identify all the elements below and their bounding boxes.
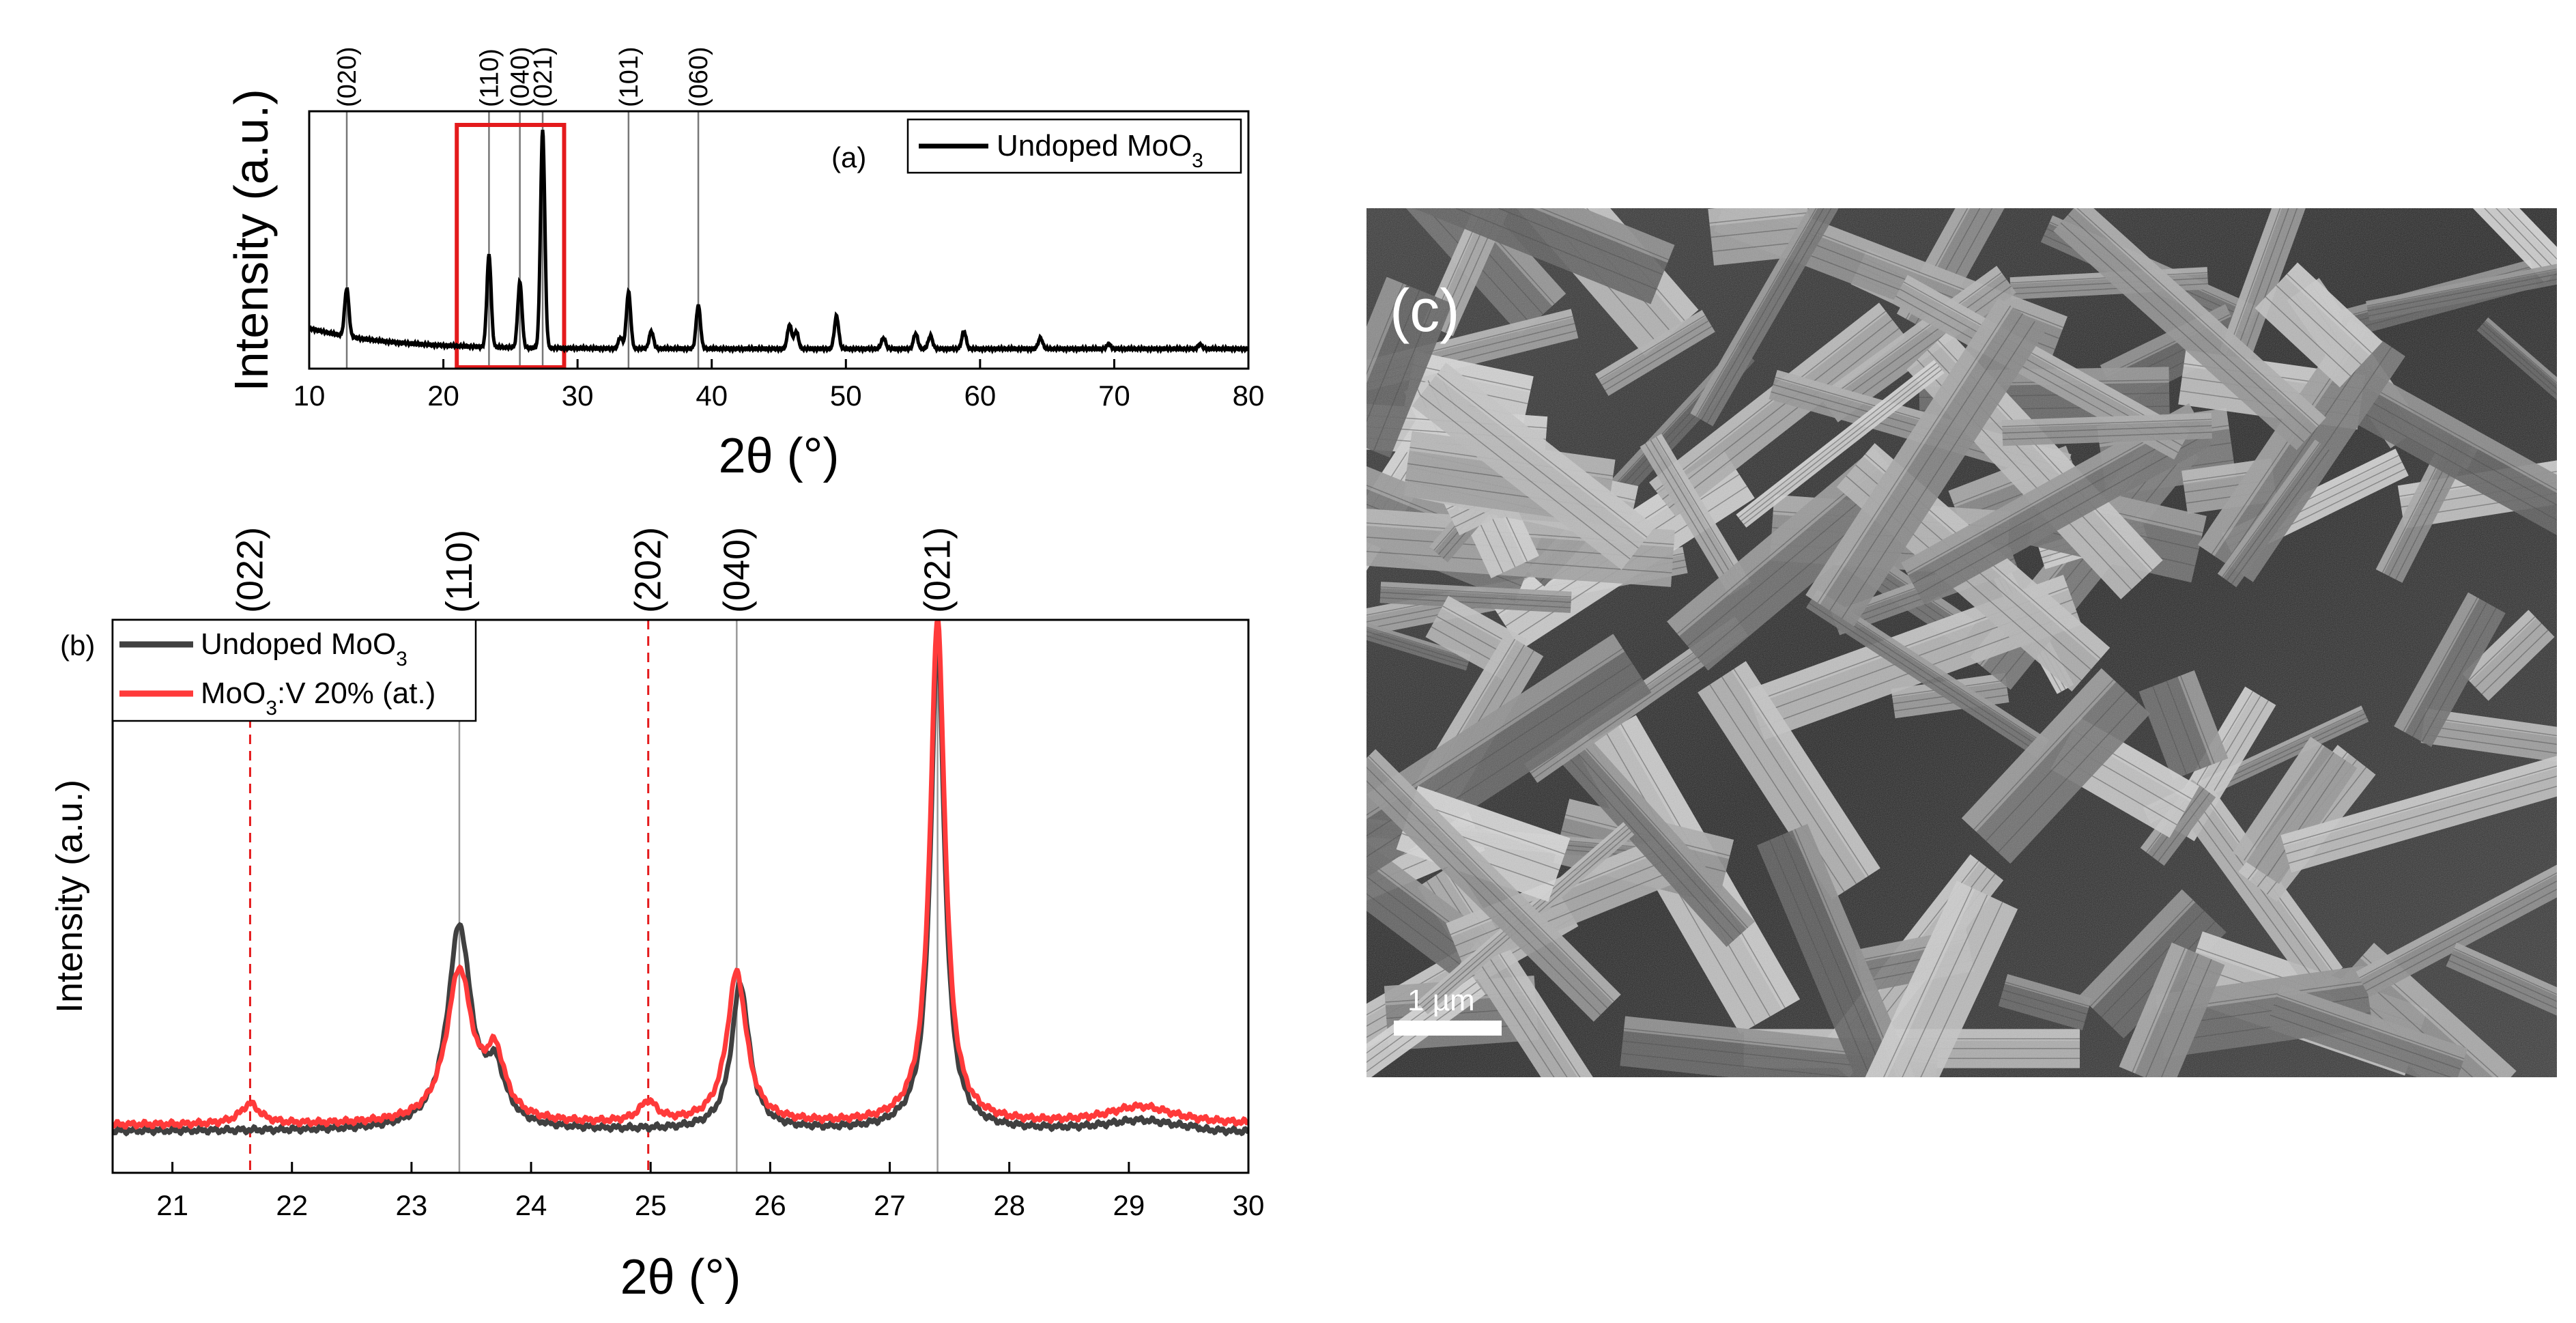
panel-b-tick-label-6: 27 (874, 1189, 906, 1221)
sem-scale-bar-label: 1 µm (1407, 984, 1475, 1017)
panel-a-x-ticks: 10 20 30 40 50 60 70 80 (294, 359, 1265, 412)
panel-b-tick-label-2: 23 (396, 1189, 428, 1221)
panel-b-series-undoped (113, 640, 1248, 1137)
panel-b-legend-undoped-main: Undoped MoO (201, 627, 396, 661)
panel-a-tick-label-4: 50 (830, 380, 862, 412)
panel-a-y-axis-title: Intensity (a.u.) (225, 89, 278, 392)
panel-b-tick-label-9: 30 (1233, 1189, 1265, 1221)
sem-panel-label: (c) (1390, 276, 1460, 344)
panel-a-hkl-label-4: (101) (615, 46, 644, 107)
panel-b-chart: (022) (110) (202) (040) (021) 21 22 23 24 25 26 27… (49, 527, 1264, 1305)
panel-b-tick-label-5: 26 (754, 1189, 786, 1221)
panel-b-legend-label-undoped: Undoped MoO3 (201, 627, 407, 670)
panel-b-hkl-label-1: (110) (439, 530, 480, 613)
panel-b-hkl-label-0: (022) (229, 527, 270, 613)
panel-b-legend-vdoped-main: MoO (201, 677, 266, 710)
panel-a-tick-label-1: 20 (427, 380, 459, 412)
panel-b-legend-vdoped-tail: :V 20% (at.) (277, 677, 435, 710)
panel-b-legend-vdoped-sub: 3 (266, 697, 277, 720)
panel-b-series-vdoped (113, 620, 1248, 1130)
panel-a-tick-label-5: 60 (964, 380, 996, 412)
panel-b-x-ticks: 21 22 23 24 25 26 27 28 29 30 (156, 1162, 1264, 1221)
panel-a-hkl-label-3: (021) (529, 46, 558, 107)
panel-b-hkl-label-4: (021) (917, 527, 958, 613)
panel-a-legend-main: Undoped MoO (997, 129, 1192, 162)
panel-a-legend-label: Undoped MoO3 (997, 129, 1203, 172)
panel-a-tick-label-3: 40 (696, 380, 728, 412)
panel-b-hkl-label-2: (202) (628, 527, 669, 613)
panel-b-tick-label-8: 29 (1113, 1189, 1145, 1221)
panel-b-tick-label-4: 25 (635, 1189, 667, 1221)
panel-a-hkl-label-0: (020) (333, 46, 362, 107)
panel-b-plot-frame (111, 618, 1250, 1174)
panel-b-tick-label-7: 28 (993, 1189, 1025, 1221)
panel-c-sem-image: (c) 1 µm (1366, 208, 2557, 1077)
panel-b-hkl-label-3: (040) (716, 527, 757, 613)
panel-a-hkl-label-2: (040) (506, 46, 535, 107)
panel-a-chart: (020) (110) (040)(021) (101) (060) 10 20 30 40 5… (225, 46, 1264, 483)
panel-b-x-axis-title: 2θ (°) (620, 1250, 741, 1305)
panel-b-legend: Undoped MoO3 MoO3:V 20% (at.) (111, 618, 477, 722)
panel-a-hkl-label-5: (060) (685, 46, 713, 107)
panel-b-tick-label-0: 21 (156, 1189, 188, 1221)
panel-a-tick-label-7: 80 (1233, 380, 1265, 412)
panel-b-tick-label-3: 24 (515, 1189, 547, 1221)
panel-a-tick-label-0: 10 (294, 380, 326, 412)
panel-b-tick-label-1: 22 (276, 1189, 308, 1221)
panel-b-legend-undoped-sub: 3 (396, 648, 407, 670)
panel-a-legend-sub: 3 (1192, 150, 1203, 172)
panel-a-label: (a) (831, 141, 866, 173)
sem-scale-bar (1394, 1021, 1502, 1036)
panel-a-tick-label-2: 30 (562, 380, 594, 412)
panel-a-tick-label-6: 70 (1098, 380, 1130, 412)
panel-b-y-axis-title: Intensity (a.u.) (49, 780, 90, 1013)
panel-b-label: (b) (60, 629, 95, 662)
panel-b-legend-label-vdoped: MoO3:V 20% (at.) (201, 677, 435, 720)
panel-a-x-axis-title: 2θ (°) (719, 429, 840, 483)
panel-a-legend: Undoped MoO3 (906, 118, 1242, 174)
panel-a-series-undoped (309, 129, 1248, 355)
panel-b-legend-box (111, 618, 477, 722)
panel-a-hkl-labels: (020) (110) (040)(021) (101) (060) (333, 46, 713, 107)
panel-a-highlight-box (455, 123, 567, 369)
panel-b-hkl-labels: (022) (110) (202) (040) (021) (229, 527, 958, 613)
panel-a-plot-frame (308, 110, 1250, 370)
panel-a-hkl-label-1: (110) (475, 48, 504, 107)
